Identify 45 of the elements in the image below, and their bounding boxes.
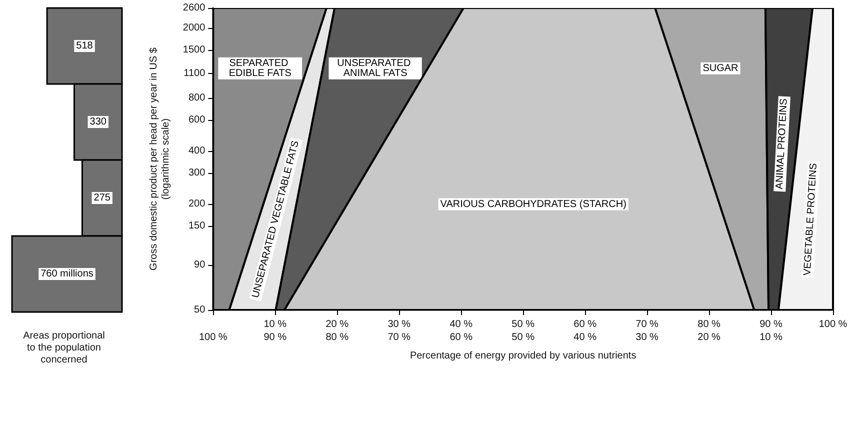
text: Areas proportional to the population concerned xyxy=(23,330,105,366)
x2-tick-label: 70 % xyxy=(388,332,411,343)
x-tick-label: 60 % xyxy=(574,319,597,330)
y-tick-label: 600 xyxy=(188,114,206,126)
y-tick-label: 50 xyxy=(194,304,206,316)
x2-tick-label: 80 % xyxy=(326,332,349,343)
x2-tick-label: 50 % xyxy=(512,332,535,343)
y-tick-label: 2000 xyxy=(182,22,206,34)
y-tick-label: 300 xyxy=(188,168,206,179)
x2-tick-label: 100 % xyxy=(198,332,228,343)
y-tick-label: 90 xyxy=(194,260,206,271)
x-tick-label: 40 % xyxy=(450,319,473,330)
x-tick-label: 10 % xyxy=(264,319,287,330)
x-tick-label: 90 % xyxy=(760,319,783,330)
x2-tick-label: 30 % xyxy=(636,332,659,343)
x-tick-label: 80 % xyxy=(698,319,721,330)
x2-tick-label: 60 % xyxy=(450,332,473,343)
x2-tick-label: 90 % xyxy=(264,332,287,343)
data-label: 330 xyxy=(90,116,107,128)
x2-tick-label: 10 % xyxy=(760,332,783,343)
data-label: 518 xyxy=(76,40,94,52)
x-tick-label: 50 % xyxy=(512,319,535,330)
y-tick-label: 1500 xyxy=(182,44,206,56)
data-label: 760 millions xyxy=(40,268,94,280)
x-tick-label: 70 % xyxy=(636,319,659,330)
series-label: ANIMAL PROTEINS xyxy=(774,98,790,190)
x2-tick-label: 20 % xyxy=(698,332,721,343)
y-tick-label: 400 xyxy=(188,146,206,157)
y-tick-label: 800 xyxy=(188,92,206,104)
y-tick-label: 1100 xyxy=(184,68,206,80)
x-axis-title: Percentage of energy provided by various nutrients xyxy=(410,350,636,362)
series-label: VEGETABLE PROTEINS xyxy=(802,162,820,276)
x-tick-label: 100 % xyxy=(818,319,848,330)
series-label: UNSEPARATED ANIMAL FATS xyxy=(337,58,414,79)
data-label: 275 xyxy=(94,192,111,204)
y-tick-label: 200 xyxy=(188,198,206,210)
x-tick-label: 30 % xyxy=(388,319,411,330)
y-axis-title: Gross domestic product per head per year in US $ (logarithmic scale) xyxy=(148,47,172,270)
x-tick-label: 20 % xyxy=(326,319,349,330)
series-label: VARIOUS CARBOHYDRATES (STARCH) xyxy=(440,198,626,210)
y-tick-label: 2600 xyxy=(182,2,206,14)
series-label: SEPARATED EDIBLE FATS xyxy=(228,58,292,79)
series-label: SUGAR xyxy=(702,62,738,74)
y-tick-label: 150 xyxy=(188,220,206,232)
x2-tick-label: 40 % xyxy=(574,332,597,343)
